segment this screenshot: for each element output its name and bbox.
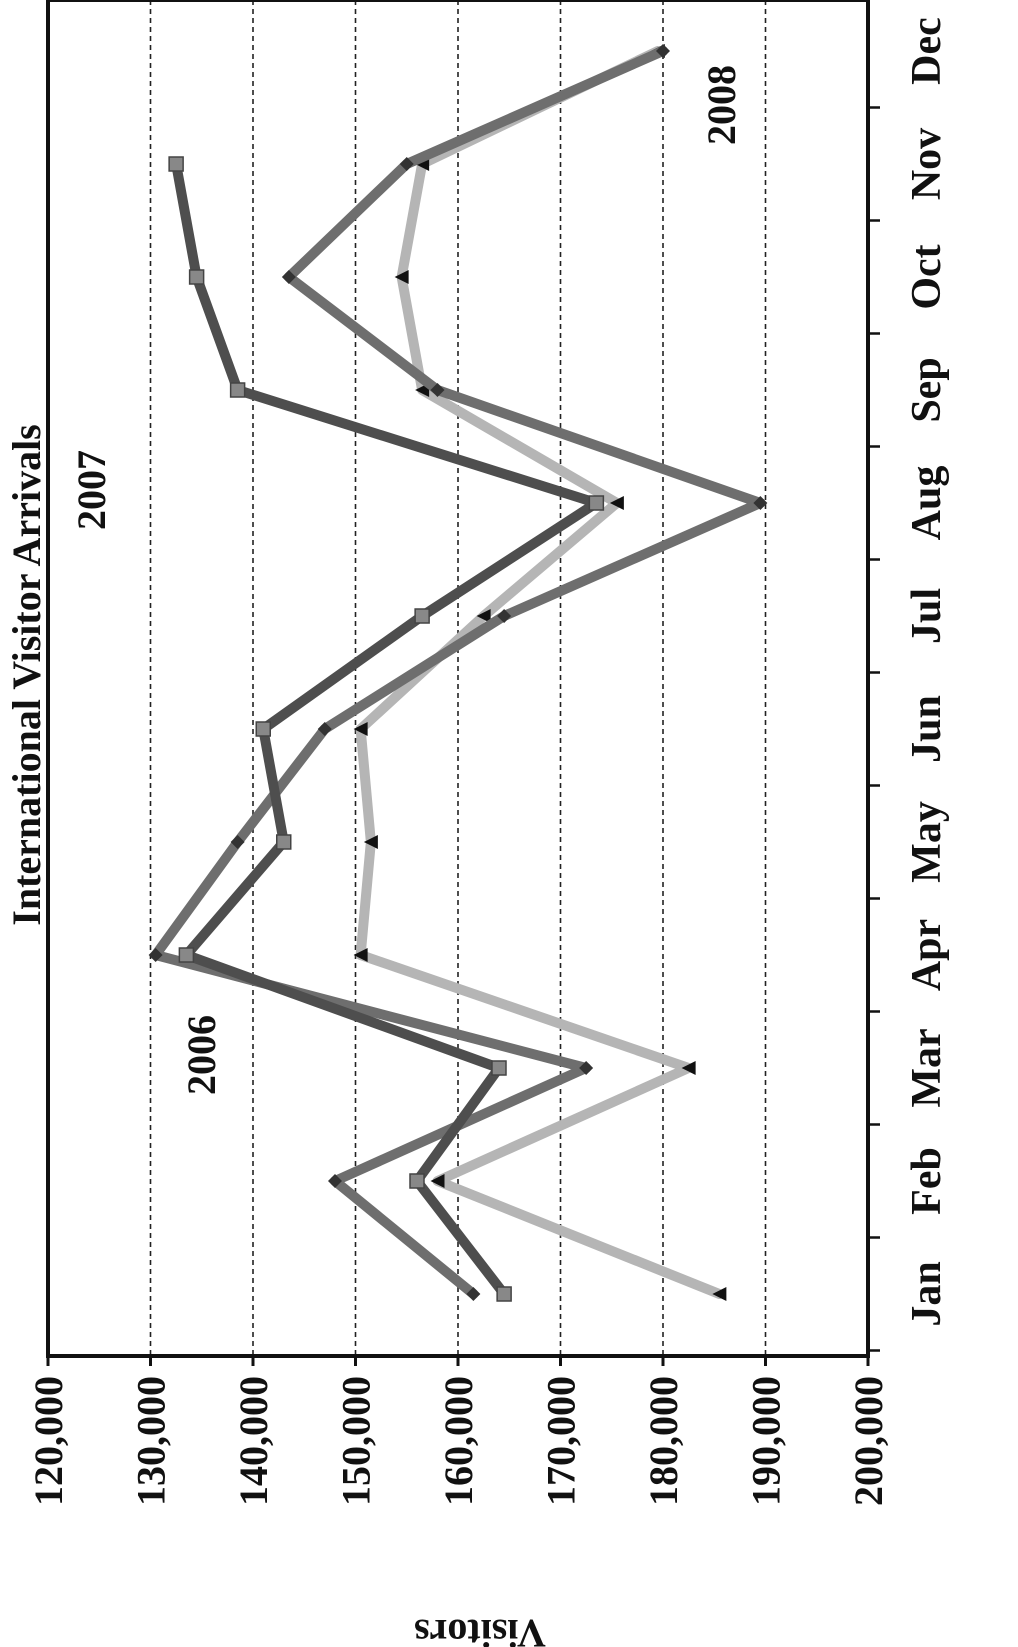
data-point-2006 (712, 1287, 727, 1301)
x-tick-label: May (904, 801, 950, 883)
data-point-2007 (466, 1287, 481, 1301)
data-point-2007 (430, 383, 445, 397)
data-point-2007 (230, 835, 245, 849)
x-tick-label: Jul (904, 588, 950, 644)
data-point-2008 (276, 834, 292, 850)
data-point-2006 (353, 722, 368, 736)
y-tick-label: 180,000 (641, 1376, 686, 1506)
series-label-2008: 2008 (699, 65, 744, 145)
chart-title: International Visitor Arrivals (4, 424, 49, 925)
data-point-2007 (328, 1174, 342, 1188)
series-group (148, 44, 768, 1302)
x-tick-label: Aug (904, 466, 950, 541)
x-tick-label: Sep (904, 357, 950, 422)
grid-lines (149, 0, 767, 1356)
series-line-2007 (150, 46, 766, 1299)
data-point-2006 (681, 1061, 696, 1075)
x-tick-label: Jan (904, 1261, 950, 1326)
data-point-2006 (353, 948, 368, 962)
data-point-2008 (409, 1173, 425, 1189)
y-tick-label: 150,000 (334, 1376, 379, 1506)
data-point-2007 (579, 1061, 594, 1075)
data-point-2007 (656, 44, 670, 58)
data-point-2006 (394, 270, 409, 284)
y-tick-label: 120,000 (26, 1376, 71, 1506)
data-point-2008 (255, 721, 271, 737)
data-point-2007 (497, 609, 512, 623)
y-tick-label: 170,000 (539, 1376, 584, 1506)
data-point-2008 (168, 156, 184, 172)
series-label-2007: 2007 (69, 450, 114, 530)
y-tick-label: 160,000 (436, 1376, 481, 1506)
x-tick-label: Nov (904, 128, 950, 200)
data-point-2006 (609, 496, 624, 510)
data-point-2008 (588, 495, 605, 511)
y-tick-label: 140,000 (231, 1376, 276, 1506)
data-point-2007 (281, 270, 296, 284)
data-point-2008 (496, 1286, 512, 1302)
data-point-2008 (491, 1060, 507, 1076)
y-axis-title: Visitors (414, 1611, 546, 1647)
x-tick-label: Oct (904, 244, 950, 309)
data-point-2006 (430, 1174, 445, 1188)
data-point-2008 (414, 608, 430, 624)
data-point-2008 (188, 269, 205, 285)
labels-group: 120,000 130,000 140,000 150,000 160,000 170,0… (4, 17, 950, 1647)
x-tick-label: Feb (904, 1147, 950, 1215)
data-point-2007 (148, 948, 163, 962)
y-tick-label: 190,000 (744, 1376, 789, 1506)
x-tick-label: Apr (904, 919, 950, 991)
y-tick-label: 200,000 (846, 1376, 891, 1506)
x-tick-label: Mar (904, 1028, 950, 1107)
data-point-2008 (229, 382, 246, 398)
data-point-2008 (178, 947, 195, 963)
x-tick-marks (46, 106, 880, 1366)
data-point-2006 (363, 835, 378, 849)
data-point-2007 (399, 157, 414, 171)
y-tick-label: 130,000 (129, 1376, 174, 1506)
x-tick-label: Jun (904, 695, 950, 763)
series-label-2006: 2006 (179, 1015, 224, 1095)
x-tick-label: Dec (904, 17, 950, 85)
data-point-2007 (753, 496, 768, 510)
data-point-2007 (317, 722, 332, 736)
data-point-2006 (476, 609, 491, 623)
